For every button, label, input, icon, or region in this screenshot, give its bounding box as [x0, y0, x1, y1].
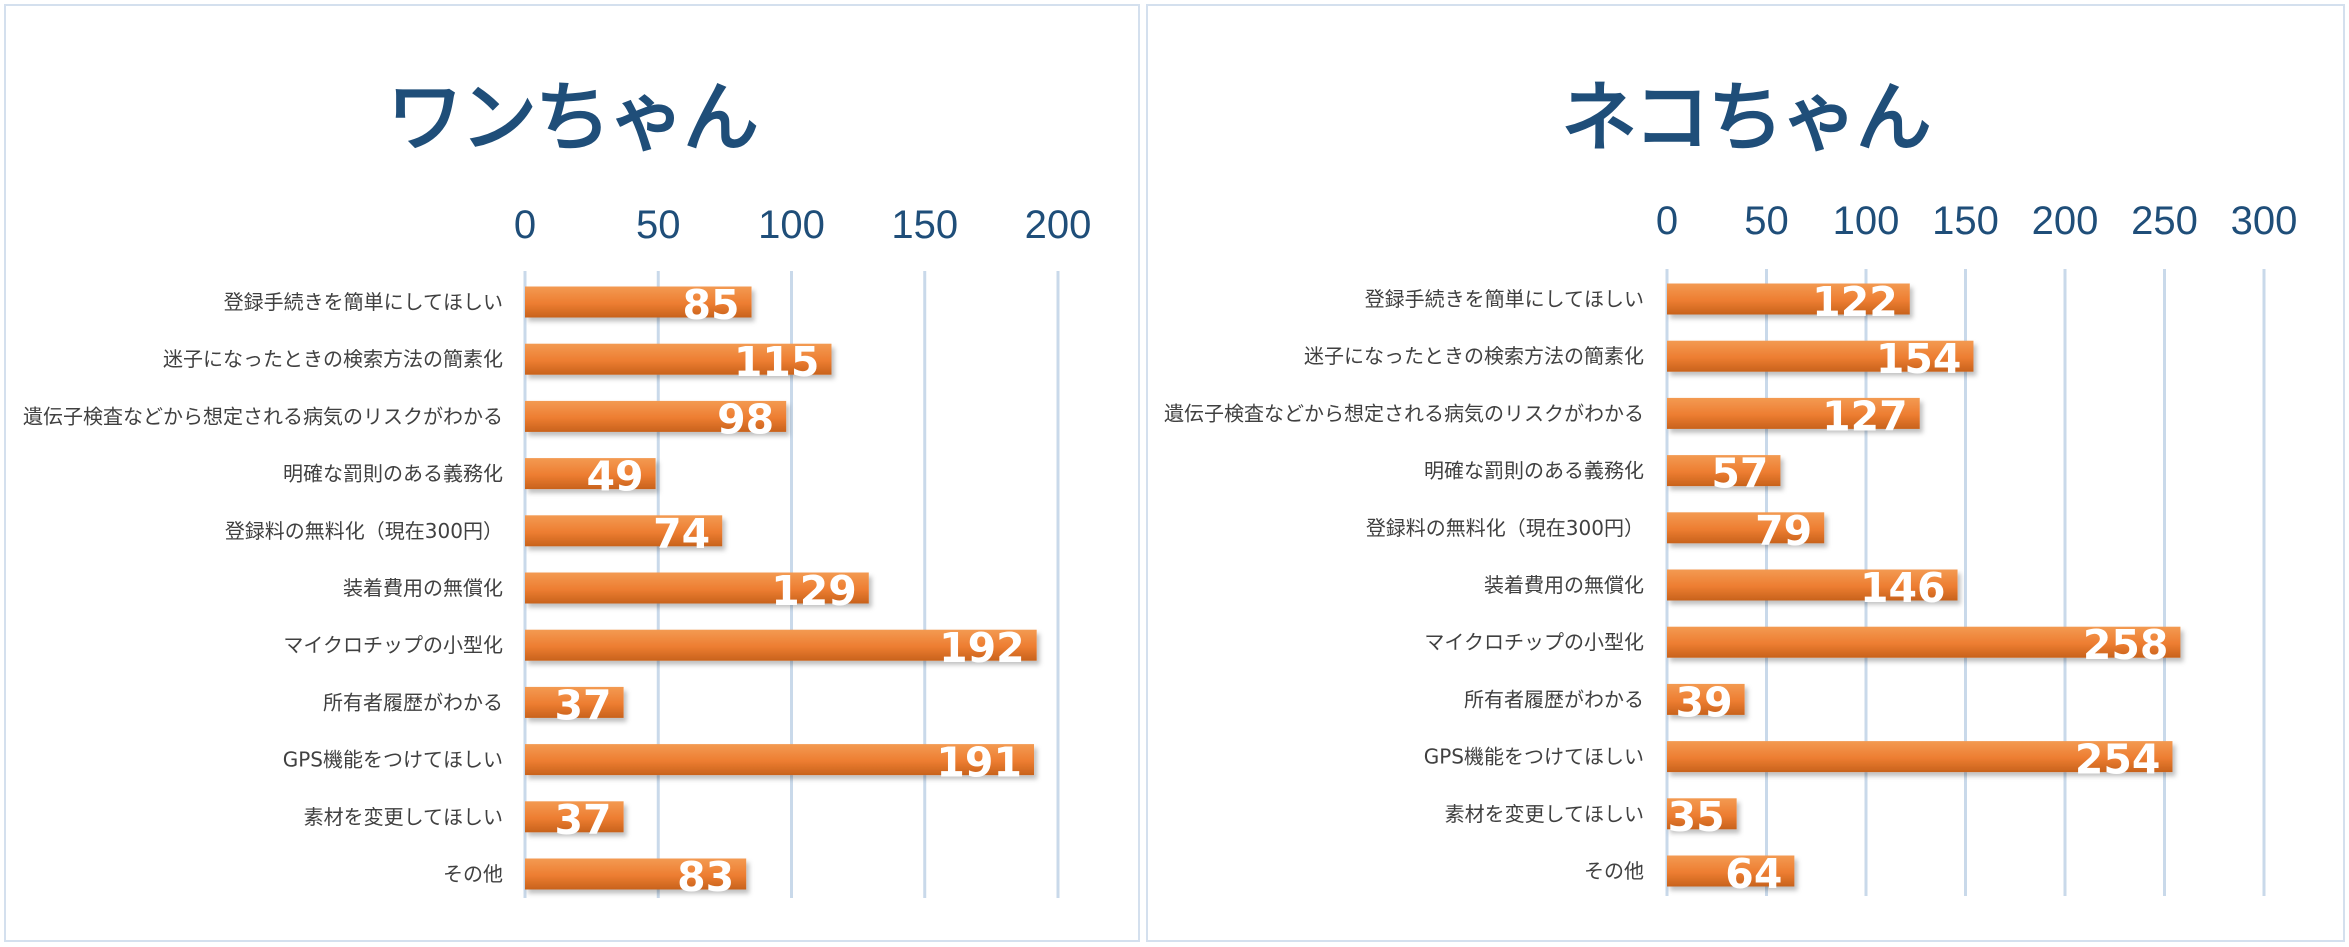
bar: [525, 286, 752, 318]
category-label: GPS機能をつけてほしい: [283, 748, 503, 772]
data-label: 98: [717, 395, 774, 443]
bar: [1667, 741, 2173, 773]
category-label: 装着費用の無償化: [1484, 573, 1644, 597]
data-label: 49: [587, 453, 644, 501]
bar: [1667, 340, 1974, 372]
dog-bar-chart: 0 50 100 150 200 登録手続きを簡単にしてほしい 85 迷子になったときの検索方…: [23, 203, 1092, 901]
bar: [525, 458, 656, 490]
bar: [1667, 855, 1795, 887]
data-label: 146: [1860, 564, 1946, 612]
data-label: 35: [1668, 793, 1725, 841]
x-tick-label: 100: [1833, 199, 1900, 243]
category-label: GPS機能をつけてほしい: [1424, 745, 1644, 769]
bar: [1667, 626, 2181, 658]
data-label: 191: [936, 739, 1022, 787]
chart-title: ワンちゃん: [387, 73, 759, 162]
bar: [1667, 397, 1920, 429]
category-label: 所有者履歴がわかる: [1464, 687, 1644, 711]
data-label: 258: [2083, 621, 2169, 669]
category-label: その他: [443, 862, 503, 886]
data-label: 85: [682, 281, 739, 329]
x-tick-label: 0: [1656, 199, 1678, 243]
data-label: 192: [939, 624, 1025, 672]
data-label: 79: [1755, 507, 1812, 555]
data-label: 57: [1711, 450, 1768, 498]
category-label: 素材を変更してほしい: [1445, 802, 1644, 826]
data-label: 154: [1876, 335, 1962, 383]
bar: [525, 400, 787, 432]
x-tick-label: 100: [758, 203, 825, 247]
cat-bar-chart: 0 50 100 150 200 250 300 登録手続きを簡単にしてほしい 122 迷子になっ…: [1164, 199, 2298, 898]
dog-chart-panel: ワンちゃん 0 50 100 150 200 登録手続きを簡単にしてほしい 85 迷子になった…: [4, 4, 1140, 942]
data-label: 122: [1812, 278, 1898, 326]
category-label: マイクロチップの小型化: [1424, 630, 1644, 654]
data-label: 129: [771, 567, 857, 615]
data-label: 254: [2075, 736, 2161, 784]
category-label: 明確な罰則のある義務化: [283, 462, 503, 486]
x-tick-label: 200: [1025, 203, 1092, 247]
category-label: その他: [1584, 859, 1644, 883]
category-label: マイクロチップの小型化: [283, 633, 503, 657]
data-label: 127: [1822, 392, 1908, 440]
bar: [1667, 683, 1745, 715]
bar: [525, 744, 1035, 776]
data-label: 37: [555, 681, 612, 729]
bar: [525, 801, 624, 833]
bar: [1667, 512, 1825, 544]
x-tick-label: 150: [891, 203, 958, 247]
x-tick-label: 250: [2131, 199, 2198, 243]
category-label: 迷子になったときの検索方法の簡素化: [163, 347, 503, 371]
x-tick-label: 150: [1932, 199, 1999, 243]
data-label: 39: [1676, 678, 1733, 726]
bar: [1667, 283, 1910, 315]
bar: [1667, 455, 1781, 487]
data-label: 83: [677, 853, 734, 901]
data-label: 37: [555, 796, 612, 844]
category-label: 登録手続きを簡単にしてほしい: [224, 290, 503, 314]
category-label: 遺伝子検査などから想定される病気のリスクがわかる: [1164, 401, 1644, 425]
category-label: 装着費用の無償化: [343, 576, 503, 600]
bar: [1667, 798, 1737, 830]
data-label: 64: [1725, 850, 1782, 898]
category-label: 遺伝子検査などから想定される病気のリスクがわかる: [23, 404, 503, 428]
x-tick-label: 200: [2032, 199, 2099, 243]
category-label: 登録料の無料化（現在300円）: [225, 519, 503, 543]
x-tick-label: 50: [636, 203, 681, 247]
x-tick-label: 50: [1744, 199, 1789, 243]
bar: [1667, 569, 1958, 601]
chart-title: ネコちゃん: [1561, 73, 1931, 162]
cat-chart-panel: ネコちゃん 0 50 100 150 200 250 300 登録手続きを簡単にしてほしい 12…: [1146, 4, 2345, 942]
category-label: 迷子になったときの検索方法の簡素化: [1304, 344, 1644, 368]
category-label: 明確な罰則のある義務化: [1424, 459, 1644, 483]
category-label: 所有者履歴がわかる: [323, 690, 503, 714]
x-tick-label: 0: [514, 203, 536, 247]
bar: [525, 572, 869, 604]
bar: [525, 515, 723, 547]
category-label: 登録料の無料化（現在300円）: [1366, 516, 1644, 540]
bar: [525, 858, 747, 890]
category-label: 登録手続きを簡単にしてほしい: [1365, 287, 1644, 311]
data-label: 115: [734, 338, 820, 386]
category-label: 素材を変更してほしい: [304, 805, 503, 829]
data-label: 74: [653, 510, 710, 558]
bar: [525, 686, 624, 718]
x-tick-label: 300: [2231, 199, 2298, 243]
bar: [525, 343, 832, 375]
bar: [525, 629, 1037, 661]
